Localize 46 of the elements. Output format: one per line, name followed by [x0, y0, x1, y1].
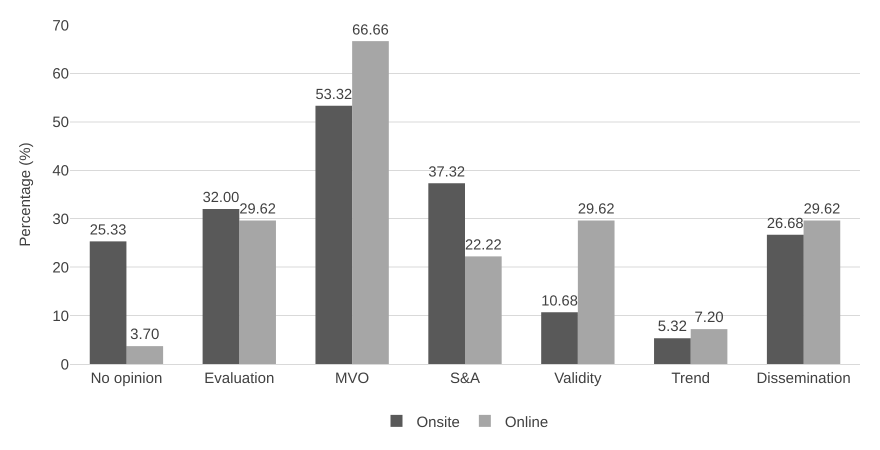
data-label: 29.62 — [578, 202, 615, 218]
y-tick-label: 10 — [52, 308, 69, 325]
x-tick-label: MVO — [335, 370, 370, 387]
bar — [541, 312, 578, 364]
bar — [315, 106, 352, 364]
y-tick-label: 0 — [60, 356, 69, 374]
data-label: 26.68 — [766, 216, 804, 232]
x-tick-label: Validity — [554, 370, 602, 387]
bar — [428, 183, 465, 364]
data-label: 22.22 — [465, 237, 502, 254]
bar — [804, 220, 840, 364]
bar — [578, 220, 615, 364]
x-tick-label: Dissemination — [756, 370, 851, 387]
x-tick-label: S&A — [450, 370, 480, 387]
data-label: 32.00 — [202, 190, 240, 206]
y-tick-label: 60 — [52, 66, 69, 83]
x-tick-label: Trend — [671, 370, 710, 387]
data-label: 3.70 — [130, 326, 160, 344]
y-axis-title: Percentage (%) — [17, 142, 34, 247]
data-label: 7.20 — [694, 309, 724, 326]
bar — [126, 346, 164, 364]
bar — [766, 234, 804, 364]
bar — [690, 329, 728, 364]
data-label: 5.32 — [658, 318, 687, 336]
legend-label: Onsite — [416, 414, 460, 431]
bar — [465, 256, 502, 364]
bar — [352, 41, 389, 364]
data-label: 10.68 — [541, 293, 578, 310]
bar — [202, 209, 240, 364]
data-label: 37.32 — [428, 164, 465, 180]
bar — [239, 220, 276, 364]
data-label: 66.66 — [352, 22, 389, 38]
bar — [90, 241, 126, 364]
x-tick-label: Evaluation — [204, 370, 274, 387]
legend-label: Online — [504, 414, 548, 431]
y-tick-label: 50 — [52, 114, 69, 132]
bar — [654, 338, 691, 364]
x-tick-label: No opinion — [90, 370, 162, 387]
y-tick-label: 40 — [52, 162, 69, 180]
data-label: 29.62 — [804, 202, 840, 218]
y-tick-label: 30 — [52, 210, 69, 228]
y-tick-label: 70 — [52, 17, 69, 34]
data-label: 25.33 — [90, 222, 126, 238]
data-label: 29.62 — [239, 202, 276, 218]
data-label: 53.32 — [315, 86, 352, 103]
y-tick-label: 20 — [52, 259, 69, 276]
